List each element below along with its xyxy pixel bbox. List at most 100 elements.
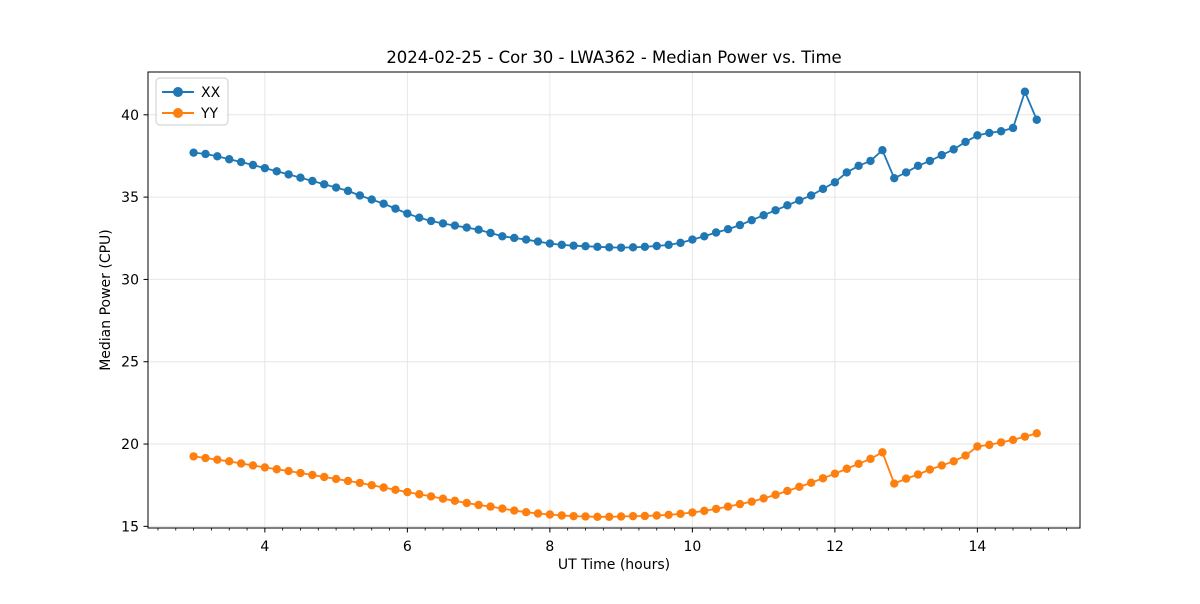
series-yy-marker [996,438,1006,447]
series-yy-line [193,432,1037,518]
series-xx-marker [438,219,448,228]
series-yy-marker [521,508,531,517]
series-xx-marker [735,220,745,230]
series-yy-marker [320,472,329,482]
series-xx-marker [296,173,305,182]
series-yy-marker [866,454,875,464]
series-yy-marker [961,451,970,460]
chart-title: 2024-02-25 - Cor 30 - LWA362 - Median Po… [386,48,841,67]
series-xx-marker [996,127,1006,136]
series-yy-marker [391,485,400,495]
tick-labels: 4 6 8 10 12 14 15 20 25 30 35 40 [121,108,986,555]
series-xx-marker [890,173,899,183]
series-xx-marker [521,235,531,244]
series-xx-marker [343,186,353,196]
series-xx-marker [640,242,650,252]
series-xx-marker [593,242,602,252]
series-xx-marker [213,152,222,161]
series-yy-marker [818,474,828,483]
series-xx-marker [391,204,400,213]
series-yy-marker [486,502,495,511]
y-tick-label: 35 [121,190,139,206]
series-yy-marker [830,469,840,478]
series-xx-marker [272,167,281,176]
series-xx-marker [901,168,911,177]
series-xx-marker [533,237,543,246]
series-yy-marker [510,506,519,515]
series-yy-marker [688,508,697,517]
series-xx-marker [878,145,887,155]
series-xx-marker [616,243,626,252]
series-yy-marker [201,453,210,463]
series-xx-marker [818,184,828,194]
series-xx-marker [664,240,673,250]
series-yy-marker [213,455,222,464]
series-yy-marker [985,440,994,450]
series-xx-marker [913,161,923,171]
series-xx-marker [284,170,293,179]
series-xx-marker [403,209,412,218]
series-xx-marker [462,223,471,232]
series-xx-marker [1008,123,1018,133]
series-xx-marker [189,148,198,157]
series-yy-marker [1032,429,1041,438]
series-yy-marker [700,506,709,516]
series-yy-marker [1020,432,1030,441]
y-tick-label: 30 [121,272,139,288]
series-yy-marker [415,490,424,499]
series-yy-marker [284,466,293,476]
series-yy-marker [438,494,448,503]
series-yy-marker [925,465,935,474]
series-xx-marker [937,150,946,160]
series-yy-marker [367,481,376,490]
series-yy-marker [771,490,780,499]
series-yy-marker [248,461,258,470]
x-tick-label: 12 [826,539,844,555]
series-xx-marker [783,201,792,210]
series-yy-marker [783,486,792,496]
series-xx-marker [450,221,460,230]
series-xx-marker [854,161,863,171]
series-xx-marker [747,215,756,225]
series-xx-marker [236,157,246,167]
x-axis-label: UT Time (hours) [558,557,670,573]
series-xx-marker [985,128,994,138]
series-yy-marker [225,457,234,466]
series-xx-marker [842,168,851,177]
series-xx-marker [1020,87,1030,96]
series-xx-marker [426,216,436,226]
legend-marker-yy-icon [173,108,183,118]
series-yy-marker [593,512,602,522]
data-series [189,87,1041,522]
y-tick-label: 15 [121,519,139,535]
series-xx-marker [628,243,638,252]
plot-border [147,71,1081,529]
series-xx-marker [367,195,376,204]
series-yy-marker [1008,435,1018,445]
series-yy-marker [795,482,804,492]
series-xx-marker [355,191,365,200]
series-yy-marker [331,474,341,484]
series-xx-marker [1032,115,1041,124]
series-yy-marker [652,511,661,520]
series-xx-marker [605,243,614,252]
series-yy-marker [545,510,555,519]
series-yy-marker [260,463,270,472]
series-xx-marker [308,176,317,186]
series-yy-marker [973,442,982,451]
series-yy-marker [296,468,305,478]
x-tick-label: 4 [260,539,269,555]
series-yy-marker [901,474,911,483]
x-tick-label: 10 [683,539,701,555]
series-yy-marker [462,498,471,508]
series-yy-marker [308,470,317,480]
series-yy-marker [735,499,745,509]
y-tick-label: 20 [121,437,139,453]
series-xx-marker [498,232,507,241]
series-yy-marker [628,511,638,521]
legend-marker-xx-icon [173,87,183,97]
series-yy-marker [711,504,721,514]
legend: XX YY [155,77,229,126]
series-xx-marker [486,228,495,238]
